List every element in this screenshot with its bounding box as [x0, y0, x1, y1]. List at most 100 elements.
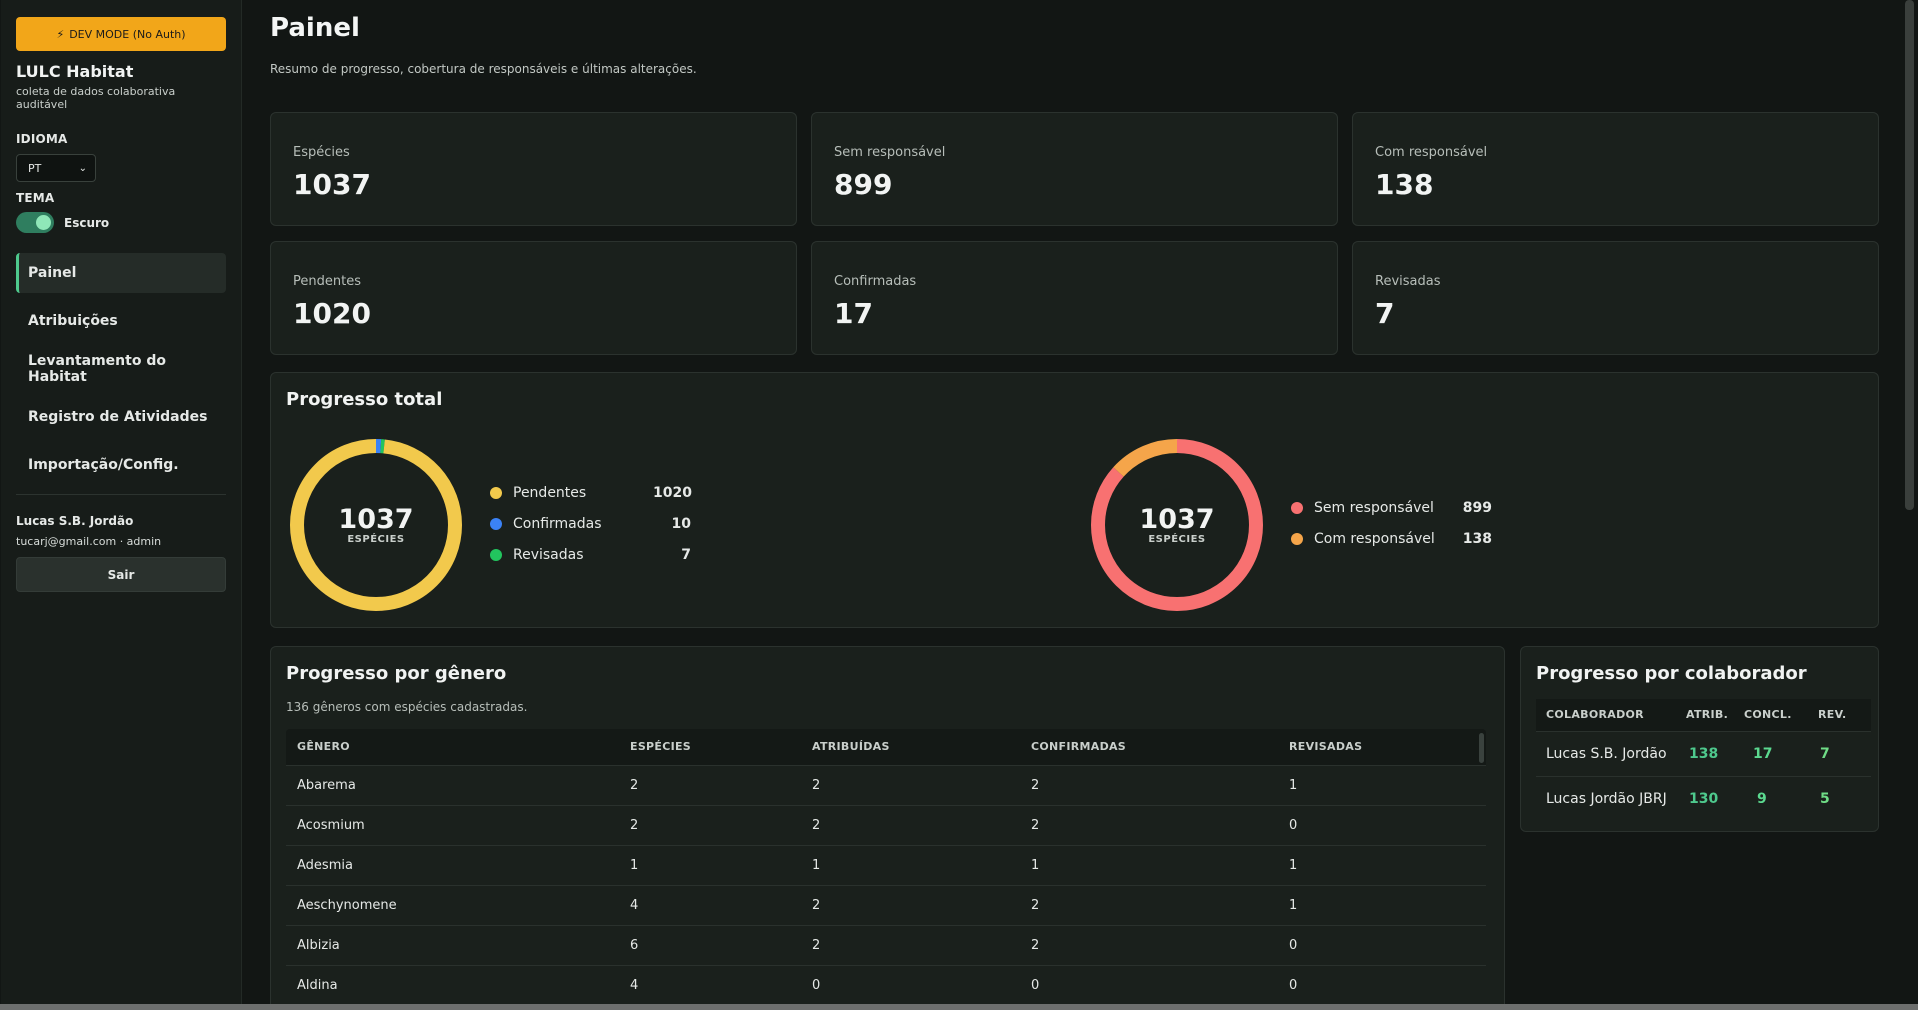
- table-row[interactable]: Aeschynomene 4 2 2 1: [286, 884, 1486, 925]
- column-header[interactable]: CONFIRMADAS: [1031, 740, 1127, 754]
- blue-dot-icon: [490, 517, 502, 530]
- cell-atribuidas: 2: [801, 804, 1020, 845]
- legend-item-pendentes: Pendentes 1020: [490, 477, 692, 508]
- table-row[interactable]: Lucas S.B. Jordão 138 17 7: [1536, 730, 1871, 776]
- cell-collaborator: Lucas S.B. Jordão: [1536, 730, 1686, 776]
- coverage-donut-slice-1: [1091, 439, 1263, 611]
- theme-value: Escuro: [64, 215, 110, 230]
- language-select[interactable]: PT ⌄: [16, 154, 96, 182]
- collaborator-progress-panel: Progresso por colaborador COLABORADOR AT…: [1520, 646, 1879, 832]
- stat-value: 899: [834, 168, 893, 201]
- legend-name: Com responsável: [1314, 530, 1435, 547]
- status-donut-chart: [290, 439, 462, 611]
- nav-item-levantamento[interactable]: Levantamento do Habitat: [28, 353, 166, 385]
- legend-item-confirmadas: Confirmadas 10: [490, 508, 691, 539]
- legend-value: 10: [671, 515, 691, 532]
- genus-subtitle: 136 gêneros com espécies cadastradas.: [286, 700, 528, 714]
- donut-total: 1037: [338, 503, 414, 535]
- legend-name: Sem responsável: [1314, 499, 1434, 516]
- theme-toggle[interactable]: [16, 212, 54, 233]
- language-value: PT: [28, 161, 42, 175]
- legend-item-com-responsavel: Com responsável 138: [1291, 523, 1492, 554]
- table-row[interactable]: Adesmia 1 1 1 1: [286, 844, 1486, 885]
- stat-value: 1037: [293, 168, 371, 201]
- coverage-legend: Sem responsável 899 Com responsável 138: [1291, 492, 1492, 554]
- dev-mode-banner: ⚡ DEV MODE (No Auth): [16, 17, 226, 51]
- donut-center: 1037 ESPÉCIES: [286, 435, 466, 615]
- cell-especies: 2: [619, 764, 801, 805]
- nav-item-painel[interactable]: Painel: [16, 253, 226, 293]
- progress-total-panel: Progresso total 1037 ESPÉCIES Pendentes …: [270, 372, 1879, 628]
- cell-atrib: 138: [1686, 730, 1744, 776]
- cell-genus: Abarema: [286, 764, 619, 805]
- cell-atribuidas: 2: [801, 884, 1020, 925]
- column-header[interactable]: ATRIBUÍDAS: [812, 740, 890, 754]
- column-header[interactable]: GÊNERO: [297, 740, 350, 754]
- legend-name: Pendentes: [513, 484, 587, 501]
- app-title: LULC Habitat: [16, 62, 134, 81]
- column-header: REV.: [1818, 708, 1847, 722]
- theme-label: TEMA: [16, 191, 55, 205]
- stat-card-pendentes: Pendentes 1020: [270, 241, 797, 355]
- table-row[interactable]: Albizia 6 2 2 0: [286, 924, 1486, 965]
- cell-confirmadas: 1: [1020, 844, 1278, 885]
- toggle-knob: [36, 215, 51, 230]
- window-scrollbar[interactable]: [1905, 0, 1914, 510]
- cell-concl: 17: [1744, 730, 1818, 776]
- divider: [16, 494, 226, 495]
- nav-item-atribuicoes[interactable]: Atribuições: [28, 313, 118, 329]
- column-header[interactable]: REVISADAS: [1289, 740, 1363, 754]
- stat-value: 7: [1375, 297, 1395, 330]
- donut-unit: ESPÉCIES: [1148, 533, 1206, 545]
- user-meta: tucarj@gmail.com · admin: [16, 535, 162, 548]
- legend-value: 7: [681, 546, 691, 563]
- donut-unit: ESPÉCIES: [347, 533, 405, 545]
- cell-genus: Albizia: [286, 924, 619, 965]
- legend-name: Confirmadas: [513, 515, 602, 532]
- panel-title: Progresso por gênero: [286, 663, 507, 684]
- cell-genus: Aldina: [286, 964, 619, 1005]
- stat-value: 17: [834, 297, 873, 330]
- orange-dot-icon: [1291, 532, 1303, 545]
- status-donut: 1037 ESPÉCIES: [286, 435, 466, 615]
- cell-especies: 6: [619, 924, 801, 965]
- cell-genus: Acosmium: [286, 804, 619, 845]
- cell-atribuidas: 1: [801, 844, 1020, 885]
- genus-table-wrapper[interactable]: GÊNERO ESPÉCIES ATRIBUÍDAS CONFIRMADAS R…: [286, 729, 1486, 1010]
- cell-atribuidas: 2: [801, 924, 1020, 965]
- table-scrollbar[interactable]: [1479, 733, 1484, 763]
- panel-title: Progresso por colaborador: [1536, 663, 1807, 684]
- stat-card-sem-responsavel: Sem responsável 899: [811, 112, 1338, 226]
- user-name: Lucas S.B. Jordão: [16, 514, 134, 528]
- legend-value: 1020: [653, 484, 692, 501]
- table-row[interactable]: Abarema 2 2 2 1: [286, 764, 1486, 805]
- cell-revisadas: 0: [1278, 924, 1486, 965]
- stat-card-especies: Espécies 1037: [270, 112, 797, 226]
- table-row[interactable]: Aldina 4 0 0 0: [286, 964, 1486, 1005]
- legend-item-sem-responsavel: Sem responsável 899: [1291, 492, 1492, 523]
- genus-table: GÊNERO ESPÉCIES ATRIBUÍDAS CONFIRMADAS R…: [286, 729, 1486, 1005]
- yellow-dot-icon: [490, 486, 502, 499]
- cell-especies: 2: [619, 804, 801, 845]
- cell-revisadas: 1: [1278, 884, 1486, 925]
- column-header: ATRIB.: [1686, 708, 1729, 722]
- main-nav: Painel Atribuições Levantamento do Habit…: [16, 253, 226, 485]
- logout-button[interactable]: Sair: [16, 557, 226, 592]
- nav-item-importacao[interactable]: Importação/Config.: [28, 457, 179, 473]
- green-dot-icon: [490, 548, 502, 561]
- stat-label: Revisadas: [1375, 274, 1441, 289]
- stat-card-revisadas: Revisadas 7: [1352, 241, 1879, 355]
- stat-label: Confirmadas: [834, 274, 917, 289]
- stat-card-com-responsavel: Com responsável 138: [1352, 112, 1879, 226]
- app-subtitle: coleta de dados colaborativa auditável: [16, 85, 176, 111]
- bolt-icon: ⚡: [56, 27, 65, 41]
- nav-item-registro[interactable]: Registro de Atividades: [28, 409, 208, 425]
- cell-genus: Aeschynomene: [286, 884, 619, 925]
- cell-rev: 7: [1818, 730, 1871, 776]
- table-header-row: GÊNERO ESPÉCIES ATRIBUÍDAS CONFIRMADAS R…: [286, 729, 1486, 765]
- table-row[interactable]: Lucas Jordão JBRJ 130 9 5: [1536, 775, 1871, 821]
- table-row[interactable]: Acosmium 2 2 2 0: [286, 804, 1486, 845]
- column-header[interactable]: ESPÉCIES: [630, 740, 692, 754]
- stat-card-confirmadas: Confirmadas 17: [811, 241, 1338, 355]
- collaborator-table: COLABORADOR ATRIB. CONCL. REV. Lucas S.B…: [1536, 699, 1871, 821]
